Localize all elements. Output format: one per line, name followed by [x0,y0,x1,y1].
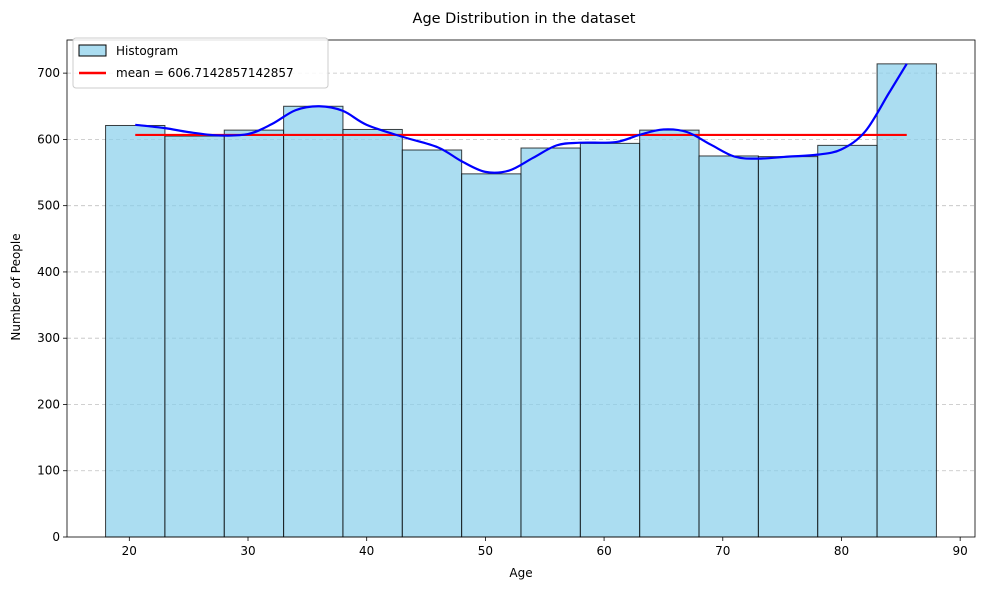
y-tick-label: 0 [52,530,60,544]
histogram-bar [757,156,819,538]
x-tick-label: 90 [953,544,968,558]
histogram-bar [283,105,344,538]
histogram-bar [105,124,166,538]
y-tick-label: 500 [37,199,60,213]
x-tick-label: 60 [596,544,611,558]
y-tick-label: 700 [37,66,60,80]
histogram-bar [876,63,937,538]
histogram-bar [342,128,403,538]
legend: Histogram mean = 606.7142857142857 [72,37,329,89]
legend-histogram-label: Histogram [116,44,178,58]
histogram-bar [579,142,641,538]
y-tick-label: 300 [37,331,60,345]
y-axis-ticks: 0 100 200 300 400 500 600 700 [37,66,67,544]
x-axis-ticks: 20 30 40 50 60 70 80 90 [122,537,968,558]
x-tick-label: 20 [122,544,137,558]
y-tick-label: 200 [37,397,60,411]
y-tick-label: 600 [37,132,60,146]
histogram-bar [520,147,581,538]
kde-curve-group [135,63,908,174]
legend-mean-label: mean = 606.7142857142857 [116,66,294,80]
kde-curve [135,63,908,174]
histogram-bar [639,129,700,538]
legend-box [72,37,329,89]
y-tick-label: 100 [37,464,60,478]
x-axis-label: Age [509,566,532,580]
x-tick-label: 70 [715,544,730,558]
histogram-bar [698,155,759,538]
x-tick-label: 50 [478,544,493,558]
y-tick-label: 400 [37,265,60,279]
histogram-bar [401,149,463,538]
histogram-bar [164,135,225,538]
histogram-bar [223,129,285,538]
chart-title: Age Distribution in the dataset [413,11,636,27]
x-tick-label: 30 [240,544,255,558]
x-tick-label: 40 [359,544,374,558]
histogram-bars [105,63,937,538]
histogram-bar [817,144,878,538]
legend-histogram-swatch [78,44,107,57]
histogram-bar [461,173,522,538]
y-axis-label: Number of People [9,233,23,340]
plot-frame [66,39,976,538]
x-tick-label: 80 [834,544,849,558]
